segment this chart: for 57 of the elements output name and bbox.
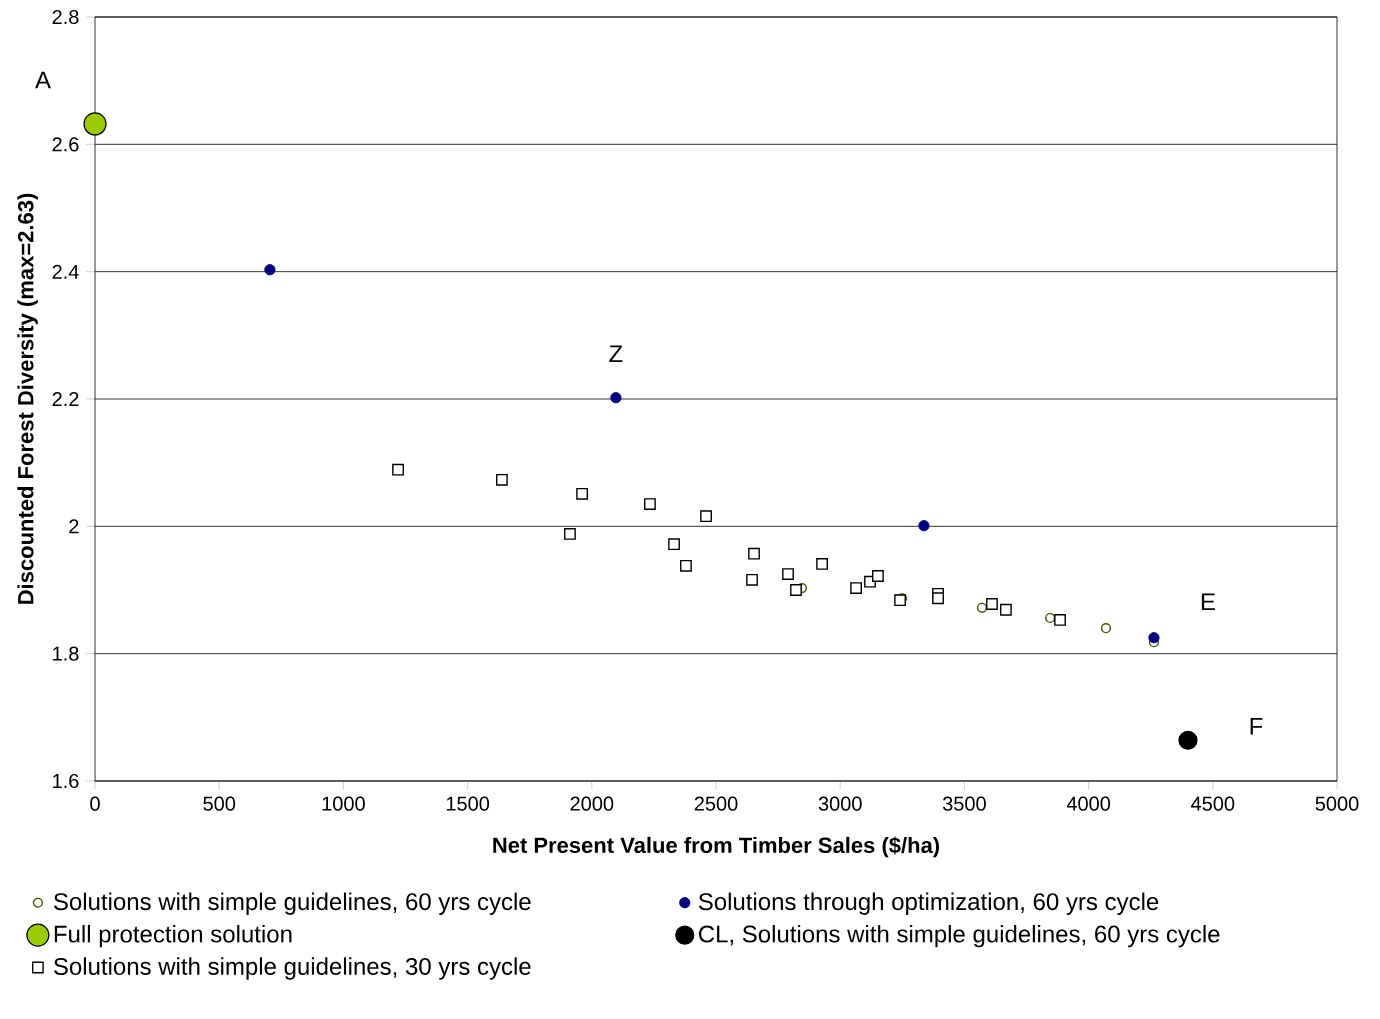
legend-label: Solutions with simple guidelines, 30 yrs cycle	[53, 957, 531, 980]
x-tick-label: 1500	[446, 796, 490, 811]
x-tick-label: 4000	[1066, 796, 1111, 811]
x-tick-label: 3500	[942, 796, 986, 811]
x-tick-label: 3000	[818, 796, 862, 811]
point	[746, 573, 758, 586]
point	[392, 463, 404, 476]
x-tick-label: 2000	[570, 796, 614, 811]
x-tick-label: 0	[90, 796, 100, 811]
point	[782, 568, 794, 580]
legend-label: Solutions through optimization, 60 yrs cycle	[698, 892, 1159, 915]
y-tick-label: 2.8	[52, 9, 79, 25]
point	[872, 570, 884, 582]
point	[1045, 612, 1056, 624]
y-tick-label: 2.4	[52, 264, 79, 279]
point	[748, 547, 760, 560]
x-tick-label: 5000	[1315, 796, 1359, 811]
point	[918, 520, 930, 532]
point	[1148, 632, 1160, 644]
point	[610, 392, 622, 404]
point	[850, 582, 862, 594]
y-tick-label: 2	[69, 519, 79, 534]
point	[564, 528, 576, 540]
y-tick-label: 1.6	[53, 773, 79, 789]
y-tick-label: 2.2	[52, 392, 79, 406]
x-axis-title: Net Present Value from Timber Sales ($/ha)	[493, 836, 940, 858]
point	[790, 584, 802, 596]
point	[576, 487, 589, 500]
y-tick-label: 1.8	[53, 646, 79, 661]
y-tick-label: 2.6	[52, 137, 79, 152]
x-tick-label: 500	[203, 796, 236, 811]
legend-label: CL, Solutions with simple guidelines, 60 yrs cycle	[699, 924, 1220, 948]
point	[700, 510, 712, 523]
point	[644, 498, 656, 510]
x-tick-label: 2500	[694, 796, 738, 811]
point	[986, 598, 998, 610]
annotation: Z	[609, 345, 623, 362]
point	[932, 592, 944, 605]
x-tick-label: 4500	[1191, 796, 1235, 811]
annotation: E	[1201, 593, 1215, 610]
y-axis-title: Discounted Forest Diversity (max=2.63)	[17, 193, 38, 604]
point	[680, 559, 692, 572]
point	[668, 538, 680, 551]
x-tick-label: 1000	[322, 796, 365, 811]
point	[1178, 730, 1198, 750]
point	[83, 112, 107, 136]
legend-label: Full protection solution	[54, 924, 292, 948]
point	[1100, 623, 1112, 634]
point	[1054, 614, 1066, 626]
point	[976, 602, 988, 613]
point	[816, 557, 828, 570]
annotation: A	[35, 71, 51, 89]
point	[264, 264, 276, 276]
point	[495, 473, 508, 486]
legend-label: Solutions with simple guidelines, 60 yrs cycle	[53, 892, 531, 915]
annotation: F	[1250, 718, 1263, 735]
point	[999, 603, 1012, 616]
